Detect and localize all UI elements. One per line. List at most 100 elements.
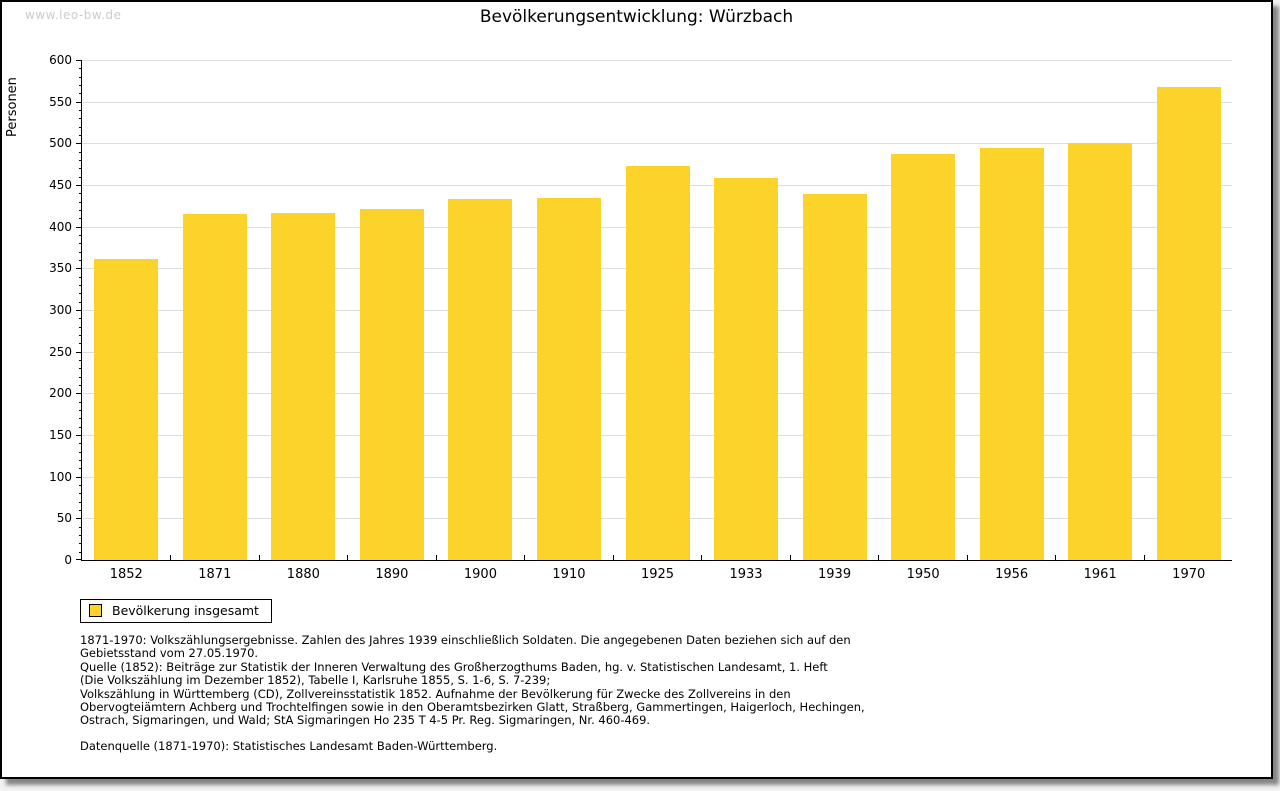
x-axis-tick (878, 555, 880, 560)
bar (625, 165, 690, 560)
y-axis-minor-tick (79, 68, 82, 70)
x-axis-tick (701, 555, 703, 560)
y-axis-minor-tick (79, 135, 82, 136)
y-axis-minor-tick (79, 468, 82, 470)
x-tick-label: 1925 (640, 567, 675, 582)
y-axis-tick (76, 435, 82, 436)
chart-title: Bevölkerungsentwicklung: Würzbach (479, 7, 794, 27)
y-axis-minor-tick (79, 243, 82, 245)
bar (1068, 143, 1133, 560)
x-tick-label: 1956 (995, 567, 1029, 582)
y-axis-minor-tick (79, 493, 82, 495)
y-axis-minor-tick (79, 326, 82, 328)
footer-note-line: Volkszählung in Württemberg (CD), Zollve… (80, 686, 791, 701)
footer: 1871-1970: Volkszählungsergebnisse. Zahl… (80, 633, 865, 753)
gridline (82, 101, 1232, 103)
y-axis-minor-tick (79, 76, 82, 78)
y-axis-tick (76, 60, 82, 61)
y-axis-minor-tick (79, 418, 82, 420)
x-tick-label: 1871 (198, 567, 232, 582)
y-axis-tick (76, 351, 82, 353)
y-axis-tick (76, 393, 82, 395)
x-axis-tick (347, 555, 349, 560)
y-axis-minor-tick (79, 293, 82, 295)
x-tick-label: 1961 (1083, 567, 1117, 582)
y-tick-label: 250 (49, 344, 72, 359)
y-axis-tick (76, 101, 82, 103)
x-axis-tick (435, 555, 437, 560)
bar (536, 197, 601, 560)
x-axis-tick (258, 555, 260, 560)
y-axis-minor-tick (79, 526, 82, 528)
y-axis-tick (76, 518, 82, 520)
y-tick-label: 350 (49, 261, 72, 276)
y-axis-minor-tick (79, 360, 82, 361)
bar (714, 177, 779, 560)
footer-note-line: Obervogteiämtern Achberg und Trochtelfin… (80, 700, 865, 715)
y-axis-tick (76, 310, 82, 311)
y-axis-tick (76, 185, 82, 186)
footer-note-line: (Die Volkszählung im Dezember 1852), Tab… (80, 673, 551, 688)
y-tick-label: 400 (49, 219, 72, 234)
y-axis-minor-tick (79, 485, 82, 486)
y-tick-label: 100 (49, 469, 72, 484)
y-tick-label: 500 (49, 136, 72, 151)
x-axis-tick (1143, 555, 1145, 560)
footer-note-line: Ostrach, Sigmaringen, und Wald; StA Sigm… (80, 713, 651, 728)
y-axis-minor-tick (79, 176, 82, 178)
bar (802, 194, 867, 560)
watermark: www.leo-bw.de (25, 8, 122, 22)
y-axis-minor-tick (79, 376, 82, 378)
y-axis-minor-tick (79, 301, 82, 303)
y-axis-tick (76, 143, 82, 145)
x-tick-label: 1900 (463, 567, 497, 582)
legend-swatch-icon (89, 604, 102, 617)
y-axis-minor-tick (79, 535, 82, 536)
y-tick-label: 150 (49, 428, 72, 442)
y-axis-minor-tick (79, 410, 82, 411)
y-axis-minor-tick (79, 260, 82, 261)
y-axis-minor-tick (79, 235, 82, 236)
bar (359, 209, 424, 560)
y-tick-label: 300 (49, 303, 72, 317)
y-tick-label: 450 (49, 178, 72, 192)
y-axis-minor-tick (79, 385, 82, 386)
bar (448, 199, 513, 560)
y-axis-minor-tick (79, 193, 82, 195)
x-tick-label: 1970 (1172, 567, 1206, 582)
y-axis-minor-tick (79, 118, 82, 120)
y-axis-minor-tick (79, 318, 82, 320)
x-axis-tick (524, 555, 526, 560)
bar (1156, 86, 1221, 560)
y-axis-minor-tick (79, 343, 82, 345)
y-axis-minor-tick (79, 451, 82, 453)
y-axis-minor-tick (79, 401, 82, 403)
x-tick-label: 1880 (286, 567, 320, 582)
y-axis-minor-tick (79, 285, 82, 286)
bar (182, 214, 247, 560)
y-axis-minor-tick (79, 543, 82, 545)
y-axis-tick (76, 476, 82, 478)
bar (891, 154, 956, 560)
y-axis-minor-tick (79, 443, 82, 445)
legend: Bevölkerung insgesamt (80, 599, 272, 623)
plot-area: 0 50 100 150 200 250 300 350 400 450 500 550 600 1852… (49, 53, 1232, 582)
y-axis-minor-tick (79, 201, 82, 203)
bar (94, 259, 159, 560)
x-tick-label: 1933 (729, 567, 763, 582)
x-axis-tick (170, 555, 172, 560)
footer-notes: 1871-1970: Volkszählungsergebnisse. Zahl… (80, 633, 865, 728)
legend-label: Bevölkerung insgesamt (112, 603, 259, 618)
y-axis-minor-tick (79, 276, 82, 278)
y-axis-minor-tick (79, 126, 82, 128)
x-axis-tick (789, 555, 791, 560)
y-axis-minor-tick (79, 368, 82, 370)
x-axis-tick (612, 555, 614, 560)
y-axis-minor-tick (79, 168, 82, 170)
x-tick-label: 1890 (375, 567, 409, 582)
y-axis-minor-tick (79, 460, 82, 461)
y-axis-minor-tick (79, 110, 82, 111)
footer-datenquelle: Datenquelle (1871-1970): Statistisches L… (80, 738, 498, 753)
footer-note-line: Gebietsstand vom 27.05.1970. (80, 646, 259, 661)
y-tick-label: 50 (56, 511, 72, 526)
